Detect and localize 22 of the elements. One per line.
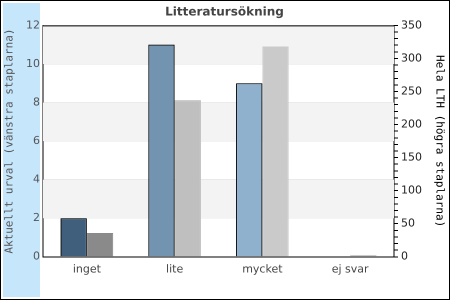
y-tick-label: 0	[33, 250, 40, 263]
chart-title: Litteratursökning	[165, 4, 284, 18]
y2-tick-label: 100	[401, 184, 422, 197]
x-tick-label: inget	[72, 262, 102, 276]
y2-tick-label: 150	[401, 150, 422, 164]
y-axis-title: Aktuellt urval (vänstra staplarna)	[2, 28, 16, 254]
y-tick-label: 6	[33, 134, 40, 147]
y-tick-label: 4	[33, 172, 40, 186]
x-tick-label: ej svar	[332, 262, 370, 276]
x-tick-label: mycket	[242, 262, 284, 276]
y-tick-label: 8	[33, 95, 40, 108]
y2-axis-title: Hela LTH (högra staplarna)	[434, 55, 447, 228]
x-tick-label: lite	[166, 262, 184, 276]
y2-tick-label: 300	[401, 51, 422, 64]
y-tick-label: 2	[33, 211, 40, 224]
y2-tick-label: 50	[401, 216, 415, 230]
y-tick-label: 12	[26, 18, 40, 32]
y2-tick-label: 0	[401, 250, 408, 263]
y-tick-label: 10	[26, 56, 40, 70]
y2-tick-label: 200	[401, 117, 422, 130]
y2-tick-label: 250	[401, 84, 422, 98]
y2-tick-label: 350	[401, 18, 422, 32]
